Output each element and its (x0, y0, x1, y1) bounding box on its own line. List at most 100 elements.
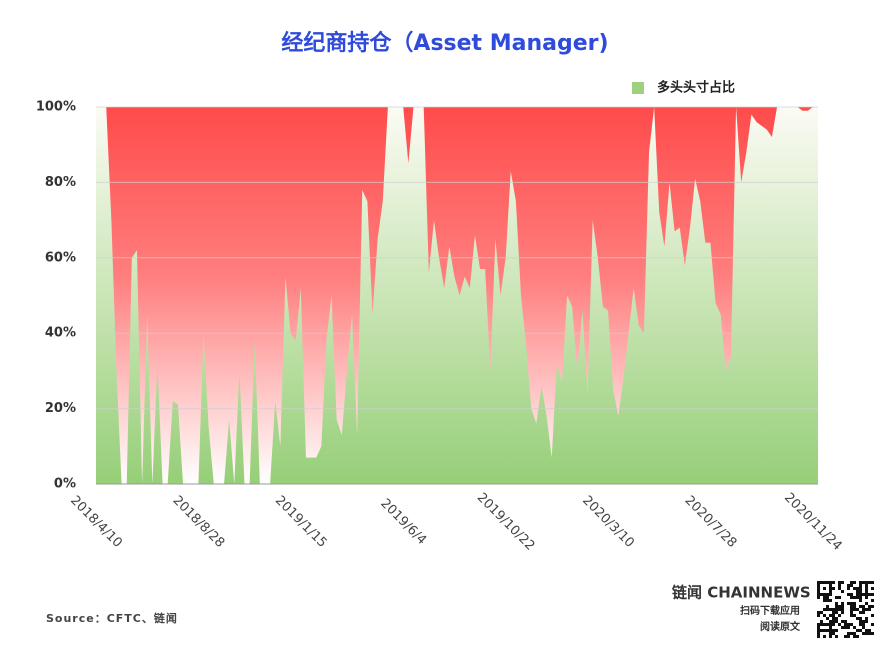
y-tick-label: 40% (45, 326, 76, 341)
qr-cell (817, 593, 820, 596)
qr-cell (829, 581, 832, 584)
qr-cell (862, 626, 865, 629)
qr-cell (835, 596, 838, 599)
x-tick-label: 2019/10/22 (474, 490, 538, 554)
qr-cell (853, 596, 856, 599)
qr-cell (817, 635, 820, 638)
qr-cell (835, 617, 838, 620)
qr-cell (826, 629, 829, 632)
qr-cell (865, 629, 868, 632)
qr-cell (826, 608, 829, 611)
qr-cell (817, 584, 820, 587)
qr-cell (844, 635, 847, 638)
qr-cell (865, 590, 868, 593)
qr-cell (868, 632, 871, 635)
qr-cell (847, 626, 850, 629)
y-tick-label: 80% (45, 175, 76, 190)
qr-cell (841, 581, 844, 584)
qr-cell (859, 593, 862, 596)
qr-cell (862, 605, 865, 608)
qr-cell (823, 629, 826, 632)
qr-cell (862, 611, 865, 614)
qr-cell (862, 620, 865, 623)
brand-line: 扫码下载应用 (740, 604, 800, 617)
qr-cell (865, 620, 868, 623)
qr-cell (838, 596, 841, 599)
qr-cell (856, 593, 859, 596)
qr-cell (868, 581, 871, 584)
qr-cell (832, 587, 835, 590)
qr-cell (841, 626, 844, 629)
qr-cell (859, 620, 862, 623)
qr-cell (841, 590, 844, 593)
qr-cell (820, 581, 823, 584)
qr-cell (853, 608, 856, 611)
qr-cell (856, 608, 859, 611)
qr-cell (850, 593, 853, 596)
qr-cell (868, 593, 871, 596)
qr-cell (835, 629, 838, 632)
qr-cell (841, 602, 844, 605)
qr-cell (835, 611, 838, 614)
qr-cell (871, 599, 874, 602)
x-tick-label: 2019/1/15 (272, 493, 330, 551)
x-tick-label: 2018/8/28 (170, 493, 228, 551)
qr-cell (835, 602, 838, 605)
qr-cell (835, 608, 838, 611)
qr-cell (838, 608, 841, 611)
qr-cell (817, 626, 820, 629)
qr-cell (871, 614, 874, 617)
qr-cell (850, 605, 853, 608)
qr-cell (850, 632, 853, 635)
qr-cell (856, 596, 859, 599)
qr-cell (829, 608, 832, 611)
qr-cell (856, 587, 859, 590)
qr-cell (832, 632, 835, 635)
qr-cell (862, 632, 865, 635)
qr-cell (865, 584, 868, 587)
qr-cell (820, 620, 823, 623)
qr-cell (820, 623, 823, 626)
qr-cell (835, 605, 838, 608)
qr-cell (844, 623, 847, 626)
qr-cell (817, 596, 820, 599)
long-area (96, 107, 818, 484)
qr-cell (832, 611, 835, 614)
qr-cell (865, 587, 868, 590)
qr-cell (865, 608, 868, 611)
qr-cell (856, 617, 859, 620)
x-tick-label: 2020/11/24 (781, 490, 845, 554)
qr-cell (841, 620, 844, 623)
qr-cell (859, 629, 862, 632)
qr-cell (832, 620, 835, 623)
qr-cell (823, 596, 826, 599)
qr-cell (859, 590, 862, 593)
qr-cell (853, 632, 856, 635)
qr-cell (850, 623, 853, 626)
qr-cell (817, 629, 820, 632)
qr-cell (841, 611, 844, 614)
qr-cell (829, 632, 832, 635)
qr-cell (838, 581, 841, 584)
qr-cell (829, 599, 832, 602)
qr-cell (859, 581, 862, 584)
qr-cell (820, 593, 823, 596)
qr-cell (838, 614, 841, 617)
qr-cell (829, 629, 832, 632)
brand-line: 阅读原文 (760, 620, 801, 633)
qr-cell (817, 623, 820, 626)
qr-cell (871, 632, 874, 635)
qr-cell (826, 617, 829, 620)
legend-label: 多头头寸占比 (657, 80, 735, 96)
qr-cell (865, 581, 868, 584)
qr-cell (847, 632, 850, 635)
x-tick-label: 2018/4/10 (67, 493, 125, 551)
brand-name: 链闻 CHAINNEWS (672, 584, 811, 602)
qr-cell (871, 605, 874, 608)
qr-cell (826, 581, 829, 584)
qr-cell (871, 593, 874, 596)
qr-cell (832, 581, 835, 584)
qr-cell (859, 584, 862, 587)
qr-cell (847, 584, 850, 587)
